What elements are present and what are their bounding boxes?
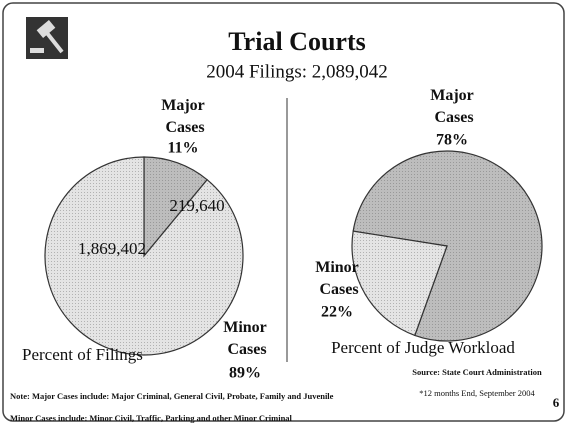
count-label: 1,869,402 (78, 239, 146, 258)
title: Trial Courts (228, 27, 365, 56)
chart-title: Percent of Filings (22, 345, 143, 364)
value-label: 78% (436, 132, 468, 149)
value-label: 89% (229, 365, 261, 382)
gavel-icon (26, 17, 68, 59)
category-label: Minor Cases (315, 259, 359, 298)
category-label: Major Cases (430, 87, 474, 126)
slice-texture (44, 157, 244, 355)
category-label: Minor Cases (223, 319, 267, 358)
page-number: 6 (553, 395, 560, 410)
slide-frame (2, 2, 565, 422)
source: Source: State Court Administration (412, 367, 542, 377)
subtitle: 2004 Filings: 2,089,042 (206, 61, 388, 82)
slice-texture (352, 231, 447, 336)
value-label: 11% (167, 140, 198, 157)
slice-texture (144, 157, 208, 256)
note: Minor Cases include: Minor Civil, Traffi… (10, 413, 293, 423)
count-label: 219,640 (169, 196, 224, 215)
note: Note: Major Cases include: Major Crimina… (10, 391, 334, 401)
value-label: 22% (321, 304, 353, 321)
period-note: *12 months End, September 2004 (419, 388, 535, 398)
category-label: Major Cases (161, 97, 205, 136)
chart-title: Percent of Judge Workload (331, 338, 515, 357)
